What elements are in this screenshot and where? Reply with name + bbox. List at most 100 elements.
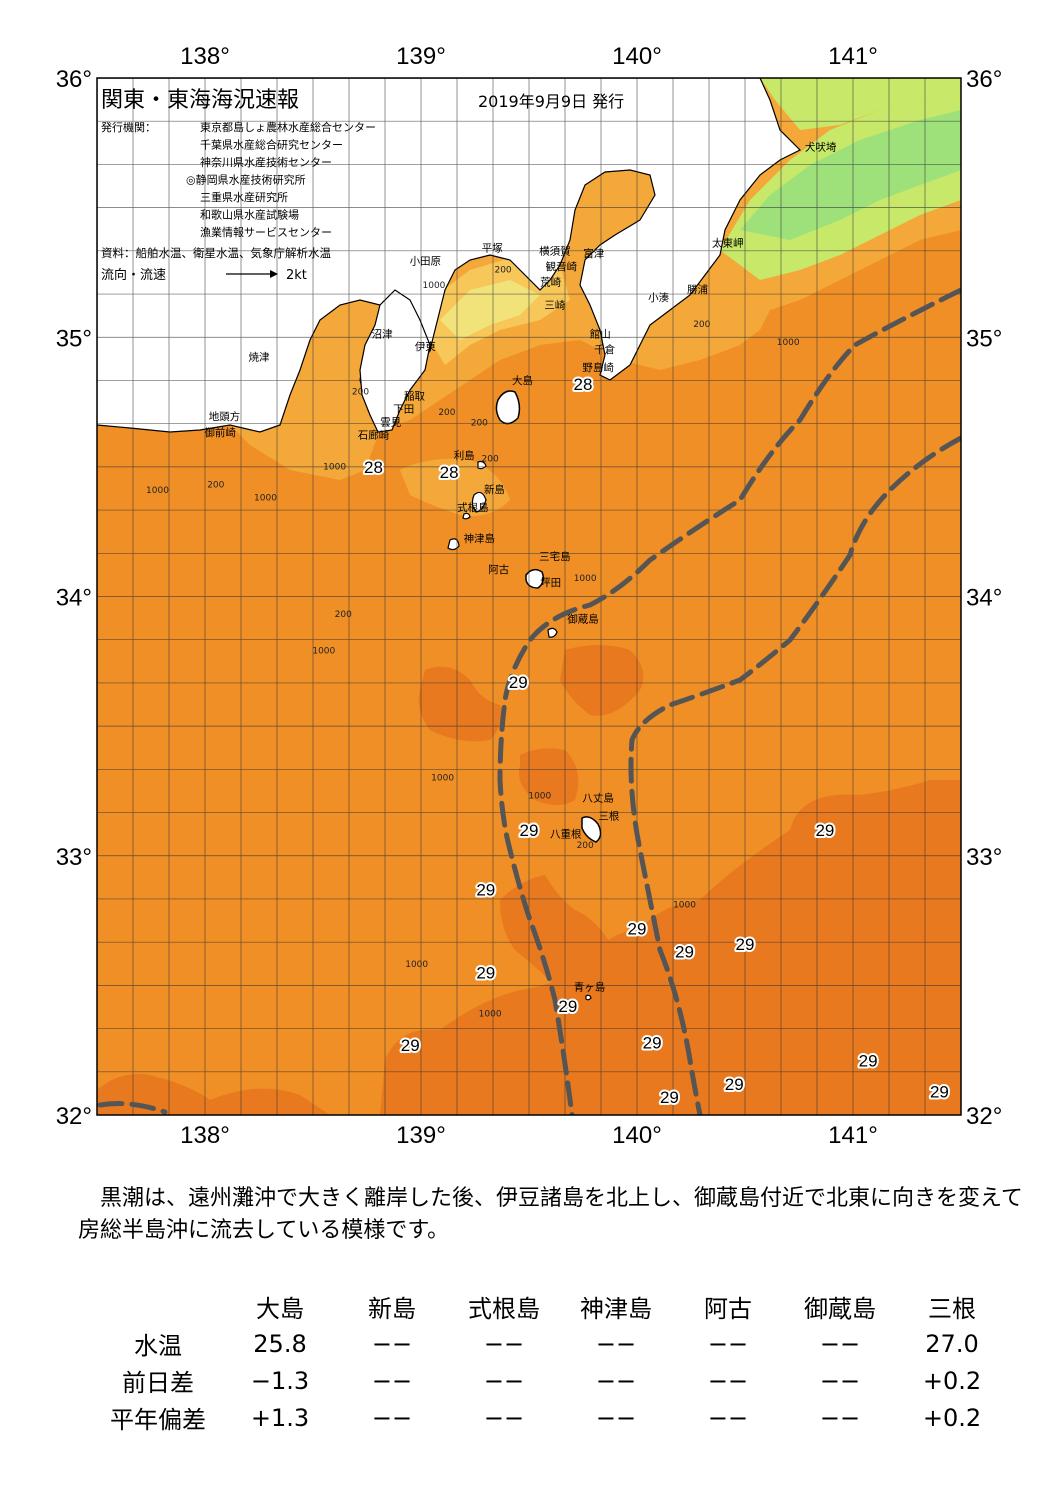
place-name: 野島崎 bbox=[582, 361, 614, 374]
station-name: 三根 bbox=[928, 1295, 976, 1323]
station-name: 式根島 bbox=[468, 1295, 540, 1323]
issue-date: 2019年9月9日 発行 bbox=[478, 92, 624, 111]
longitude-ticks-top: 138° 139° 140° 141° bbox=[180, 43, 878, 70]
temperature-label-text: 29 bbox=[643, 1033, 662, 1052]
sea-25-region bbox=[440, 280, 540, 340]
place-name: 式根島 bbox=[457, 501, 489, 514]
place-name: 三宅島 bbox=[539, 550, 571, 563]
place-name: 太東岬 bbox=[712, 237, 744, 250]
depth-label: 200 bbox=[438, 408, 455, 418]
map-frame bbox=[96, 77, 962, 1116]
sea-29-region bbox=[97, 1074, 330, 1115]
island-hachijojima bbox=[581, 816, 602, 843]
depth-label: 1000 bbox=[254, 494, 277, 504]
table-cell: +0.2 bbox=[922, 1403, 982, 1432]
place-name: 観音崎 bbox=[546, 260, 578, 273]
depth-label: 200 bbox=[471, 418, 488, 428]
place-name: 阿古 bbox=[488, 563, 509, 576]
place-name: 横須賀 bbox=[539, 244, 571, 257]
temperature-label-halo: 29 bbox=[675, 943, 694, 962]
temperature-label-halo: 29 bbox=[643, 1033, 662, 1052]
observation-table: 大島 新島 式根島 神津島 阿古 御蔵島 三根 水温 25.8 −− −− −− −− −− 27.0 前日… bbox=[92, 1288, 1008, 1436]
latitude-tick-label: 35° bbox=[56, 325, 92, 352]
depth-label: 1000 bbox=[312, 647, 335, 657]
current-legend-label: 流向・流速 bbox=[101, 267, 166, 283]
place-name: 富津 bbox=[583, 247, 604, 260]
observation-rows: 水温 25.8 −− −− −− −− −− 27.0 前日差 −1.3 −− −− −− −− −− +0.… bbox=[92, 1325, 1008, 1436]
place-name: 利島 bbox=[454, 449, 475, 462]
depth-label: 1000 bbox=[323, 462, 346, 472]
table-cell: +0.2 bbox=[922, 1366, 982, 1395]
temperature-label-text: 29 bbox=[476, 963, 495, 982]
sea-29-region bbox=[418, 666, 502, 742]
table-cell: −− bbox=[819, 1366, 861, 1395]
corner-cell bbox=[92, 1288, 224, 1325]
latitude-tick-label: 34° bbox=[56, 585, 92, 612]
depth-label: 200 bbox=[335, 610, 352, 620]
table-cell: 25.8 bbox=[253, 1329, 307, 1358]
temperature-label-text: 29 bbox=[660, 1088, 679, 1107]
sea-29-region bbox=[560, 645, 644, 716]
place-name: 石廊崎 bbox=[358, 428, 390, 441]
latitude-tick-label: 32° bbox=[966, 1103, 1002, 1130]
place-name: 八丈島 bbox=[582, 791, 614, 804]
place-name: 小湊 bbox=[648, 291, 669, 304]
temperature-label-text: 29 bbox=[675, 943, 694, 962]
depth-label: 1000 bbox=[423, 281, 446, 291]
table-cell: −1.3 bbox=[250, 1366, 310, 1395]
depth-label: 1000 bbox=[479, 1009, 502, 1019]
place-name: 御蔵島 bbox=[567, 612, 599, 625]
issuer-label: 発行機関： bbox=[101, 120, 156, 134]
station-header-row: 大島 新島 式根島 神津島 阿古 御蔵島 三根 bbox=[92, 1288, 1008, 1325]
place-name: 下田 bbox=[393, 403, 414, 415]
station-name: 神津島 bbox=[580, 1295, 652, 1323]
longitude-tick-label: 141° bbox=[828, 1122, 878, 1149]
issuer-name: 神奈川県水産技術センター bbox=[200, 155, 332, 169]
depth-label: 200 bbox=[482, 455, 499, 465]
place-name: 八重根 bbox=[550, 828, 582, 841]
depth-label: 200 bbox=[693, 320, 710, 330]
island-niijima bbox=[471, 491, 487, 513]
depth-label: 1000 bbox=[528, 792, 551, 802]
temperature-label-halo: 29 bbox=[520, 821, 539, 840]
depth-label: 1000 bbox=[777, 338, 800, 348]
depth-label: 1000 bbox=[431, 774, 454, 784]
latitude-tick-label: 36° bbox=[56, 66, 92, 93]
temperature-label-text: 29 bbox=[520, 821, 539, 840]
latitude-ticks-left: 36° 35° 34° 33° 32° bbox=[56, 66, 92, 1130]
table-cell: −− bbox=[707, 1329, 749, 1358]
latitude-tick-label: 36° bbox=[966, 66, 1002, 93]
kuroshio-description: 黒潮は、遠州灘沖で大きく離岸した後、伊豆諸島を北上し、御蔵島付近で北東に向きを変… bbox=[78, 1186, 1023, 1243]
temperature-label-text: 29 bbox=[558, 997, 577, 1016]
place-name: 雲見 bbox=[380, 416, 401, 428]
temperature-label-halo: 29 bbox=[509, 673, 528, 692]
place-name: 青ヶ島 bbox=[574, 981, 606, 994]
temperature-label-halo: 29 bbox=[859, 1052, 878, 1071]
issuer-name: ◎静岡県水産技術研究所 bbox=[186, 173, 306, 187]
place-name: 焼津 bbox=[249, 352, 270, 364]
temperature-label-text: 28 bbox=[574, 375, 593, 394]
temperature-label-text: 28 bbox=[440, 463, 459, 482]
station-name: 御蔵島 bbox=[804, 1295, 876, 1323]
table-row: 水温 25.8 −− −− −− −− −− 27.0 bbox=[92, 1325, 1008, 1362]
latitude-ticks-right: 36° 35° 34° 33° 32° bbox=[966, 66, 1002, 1130]
temperature-label-text: 29 bbox=[509, 673, 528, 692]
issuer-list: 東京都島しょ農林水産総合センター千葉県水産総合研究センター神奈川県水産技術センタ… bbox=[186, 120, 376, 239]
longitude-tick-label: 138° bbox=[180, 1122, 230, 1149]
place-name: 荒崎 bbox=[540, 275, 561, 288]
table-cell: −− bbox=[707, 1403, 749, 1432]
place-name: 犬吠埼 bbox=[805, 141, 837, 154]
kuroshio-main-path bbox=[97, 287, 961, 1115]
temperature-label-text: 29 bbox=[725, 1075, 744, 1094]
temperature-label-text: 29 bbox=[815, 821, 834, 840]
current-arrowhead-icon bbox=[270, 270, 278, 278]
depth-label: 1000 bbox=[574, 574, 597, 584]
temperature-label-halo: 29 bbox=[736, 935, 755, 954]
row-label: 水温 bbox=[134, 1332, 182, 1360]
